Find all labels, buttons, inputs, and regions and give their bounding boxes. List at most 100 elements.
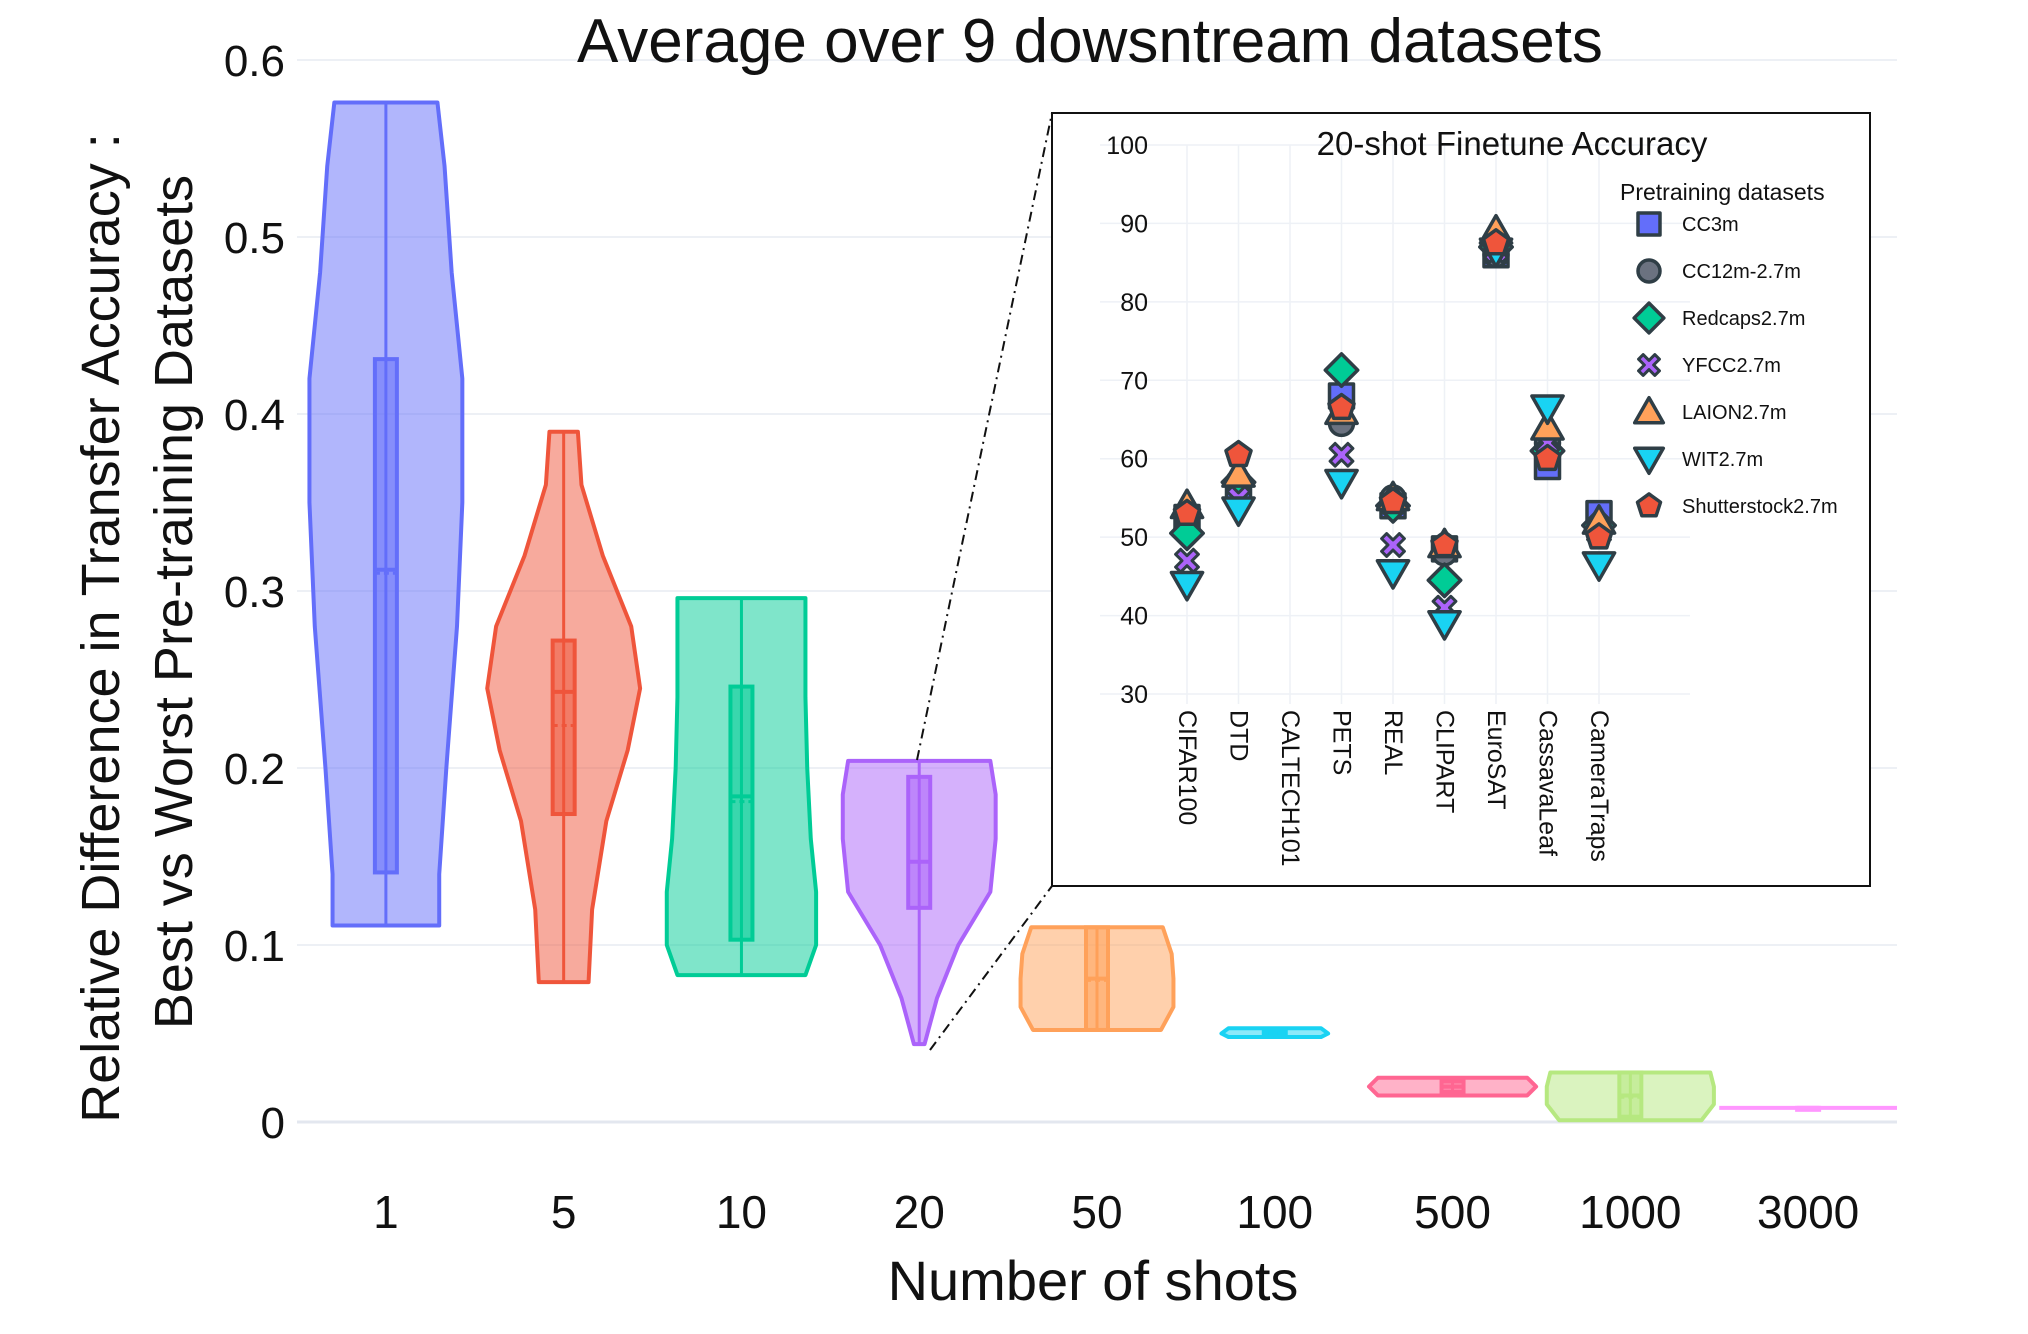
main-y-tick-label: 0.1 bbox=[224, 922, 285, 971]
main-x-tick-label: 50 bbox=[1071, 1186, 1122, 1238]
main-title: Average over 9 dowsntream datasets bbox=[577, 7, 1603, 76]
inset-y-tick-label: 90 bbox=[1120, 210, 1148, 238]
legend-label-LAION2.7m: LAION2.7m bbox=[1682, 402, 1786, 424]
legend-marker-Redcaps2.7m bbox=[1632, 301, 1666, 335]
violin-50 bbox=[1018, 925, 1176, 1032]
main-x-tick-label: 500 bbox=[1414, 1186, 1491, 1238]
series-Shutterstock2.7m bbox=[1172, 228, 1614, 558]
main-x-tick-label: 20 bbox=[894, 1186, 945, 1238]
main-y-tick-label: 0 bbox=[261, 1099, 285, 1148]
point-WIT2.7m-DTD bbox=[1221, 496, 1256, 528]
main-y-tick-label: 0.4 bbox=[224, 391, 285, 440]
legend-marker-CC12m-2.7m bbox=[1636, 258, 1662, 284]
point-Shutterstock2.7m-REAL bbox=[1378, 486, 1408, 515]
inset-legend: Pretraining datasets CC3m CC12m-2.7m Redca… bbox=[1620, 179, 1838, 518]
point-YFCC2.7m-REAL bbox=[1380, 532, 1406, 558]
inset-y-ticks: 30 40 50 60 70 80 90 100 bbox=[1106, 132, 1148, 709]
main-y-tick-label: 0.2 bbox=[224, 745, 285, 794]
violin-box bbox=[550, 638, 577, 817]
point-Shutterstock2.7m-CameraTraps bbox=[1584, 522, 1614, 550]
inset-panel: 30 40 50 60 70 80 90 100 CIFAR100 DTD CALTECH101 P… bbox=[1051, 112, 1871, 887]
main-y-tick-label: 0.5 bbox=[224, 214, 285, 263]
inset-y-tick-label: 60 bbox=[1120, 446, 1148, 474]
point-LAION2.7m-DTD bbox=[1221, 457, 1256, 488]
legend-label-YFCC2.7m: YFCC2.7m bbox=[1682, 355, 1781, 377]
main-x-tick-label: 100 bbox=[1236, 1186, 1313, 1238]
violin-box bbox=[906, 774, 933, 910]
violin-box bbox=[728, 684, 755, 942]
legend-marker-CC3m bbox=[1636, 211, 1662, 237]
point-Shutterstock2.7m-DTD bbox=[1224, 439, 1253, 468]
inset-y-tick-label: 40 bbox=[1120, 603, 1148, 631]
point-Redcaps2.7m-CIFAR100 bbox=[1169, 515, 1205, 552]
legend-marker-YFCC2.7m bbox=[1637, 353, 1661, 377]
inset-x-tick-label: CIFAR100 bbox=[1173, 710, 1201, 825]
point-Shutterstock2.7m-EuroSAT bbox=[1481, 228, 1511, 256]
main-x-ticks: 1 5 10 20 50 100 500 1000 3000 bbox=[373, 1186, 1859, 1238]
point-YFCC2.7m-PETS bbox=[1328, 441, 1355, 468]
main-y-tick-label: 0.3 bbox=[224, 568, 285, 617]
y-axis-title-line2: Best vs Worst Pre-training Datasets bbox=[144, 175, 204, 1029]
violin-box bbox=[372, 357, 399, 875]
legend-label-Redcaps2.7m: Redcaps2.7m bbox=[1682, 308, 1805, 330]
main-x-tick-label: 1000 bbox=[1579, 1186, 1681, 1238]
violin-1 bbox=[307, 100, 465, 928]
inset-x-tick-label: CameraTraps bbox=[1585, 710, 1613, 862]
main-y-ticks: 0 0.1 0.2 0.3 0.4 0.5 0.6 bbox=[224, 37, 285, 1148]
y-axis-title-line1: Relative Difference in Transfer Accuracy… bbox=[71, 133, 131, 1122]
inset-y-tick-label: 80 bbox=[1120, 289, 1148, 317]
point-Redcaps2.7m-CLIPART bbox=[1426, 562, 1463, 599]
legend-label-WIT2.7m: WIT2.7m bbox=[1682, 449, 1763, 471]
point-WIT2.7m-CameraTraps bbox=[1581, 551, 1617, 582]
point-Redcaps2.7m-PETS bbox=[1323, 352, 1360, 389]
point-LAION2.7m-CassavaLeaf bbox=[1530, 409, 1565, 441]
point-WIT2.7m-REAL bbox=[1375, 558, 1411, 590]
point-WIT2.7m-PETS bbox=[1324, 468, 1359, 500]
main-x-tick-label: 1 bbox=[373, 1186, 399, 1238]
violin-5 bbox=[485, 429, 643, 985]
inset-x-tick-label: CLIPART bbox=[1431, 710, 1459, 813]
inset-title: 20-shot Finetune Accuracy bbox=[1317, 125, 1708, 162]
point-WIT2.7m-CLIPART bbox=[1427, 609, 1462, 641]
zoom-connector-top bbox=[916, 112, 1053, 761]
point-WIT2.7m-CIFAR100 bbox=[1169, 570, 1205, 602]
violin-1000 bbox=[1544, 1070, 1716, 1123]
point-Shutterstock2.7m-CLIPART bbox=[1430, 530, 1459, 558]
point-WIT2.7m-CassavaLeaf bbox=[1530, 394, 1565, 426]
violin-100 bbox=[1219, 1026, 1331, 1040]
inset-x-tick-label: REAL bbox=[1379, 710, 1407, 775]
legend-title: Pretraining datasets bbox=[1620, 179, 1825, 205]
inset-points bbox=[1169, 213, 1617, 641]
legend-label-Shutterstock2.7m: Shutterstock2.7m bbox=[1682, 496, 1838, 518]
inset-x-tick-label: CassavaLeaf bbox=[1534, 710, 1562, 856]
legend-marker-WIT2.7m bbox=[1632, 446, 1666, 476]
inset-x-tick-label: DTD bbox=[1225, 710, 1253, 761]
inset-y-tick-label: 100 bbox=[1106, 132, 1148, 160]
main-x-tick-label: 10 bbox=[716, 1186, 767, 1238]
point-Shutterstock2.7m-CIFAR100 bbox=[1172, 498, 1202, 527]
inset-y-tick-label: 30 bbox=[1120, 681, 1148, 709]
point-Shutterstock2.7m-CassavaLeaf bbox=[1533, 443, 1562, 472]
legend-marker-LAION2.7m bbox=[1632, 395, 1666, 425]
legend-label-CC3m: CC3m bbox=[1682, 214, 1739, 236]
main-y-tick-label: 0.6 bbox=[224, 37, 285, 86]
zoom-connector-bottom bbox=[929, 885, 1053, 1051]
violin-500 bbox=[1367, 1075, 1539, 1098]
inset-x-ticks: CIFAR100 DTD CALTECH101 PETS REAL CLIPART Euro… bbox=[1173, 710, 1613, 867]
inset-gridlines bbox=[1100, 144, 1690, 704]
legend-label-CC12m-2.7m: CC12m-2.7m bbox=[1682, 261, 1801, 283]
main-violins bbox=[307, 100, 1897, 1123]
legend-marker-Shutterstock2.7m bbox=[1635, 492, 1663, 518]
violin-10 bbox=[664, 596, 819, 978]
inset-y-tick-label: 50 bbox=[1120, 524, 1148, 552]
x-axis-title: Number of shots bbox=[888, 1249, 1299, 1312]
main-x-tick-label: 3000 bbox=[1757, 1186, 1859, 1238]
inset-y-tick-label: 70 bbox=[1120, 367, 1148, 395]
inset-x-tick-label: EuroSAT bbox=[1482, 710, 1510, 810]
main-x-tick-label: 5 bbox=[551, 1186, 577, 1238]
inset-x-tick-label: CALTECH101 bbox=[1276, 710, 1304, 867]
violin-20 bbox=[840, 758, 998, 1047]
inset-x-tick-label: PETS bbox=[1328, 710, 1356, 775]
point-Shutterstock2.7m-PETS bbox=[1327, 392, 1356, 421]
